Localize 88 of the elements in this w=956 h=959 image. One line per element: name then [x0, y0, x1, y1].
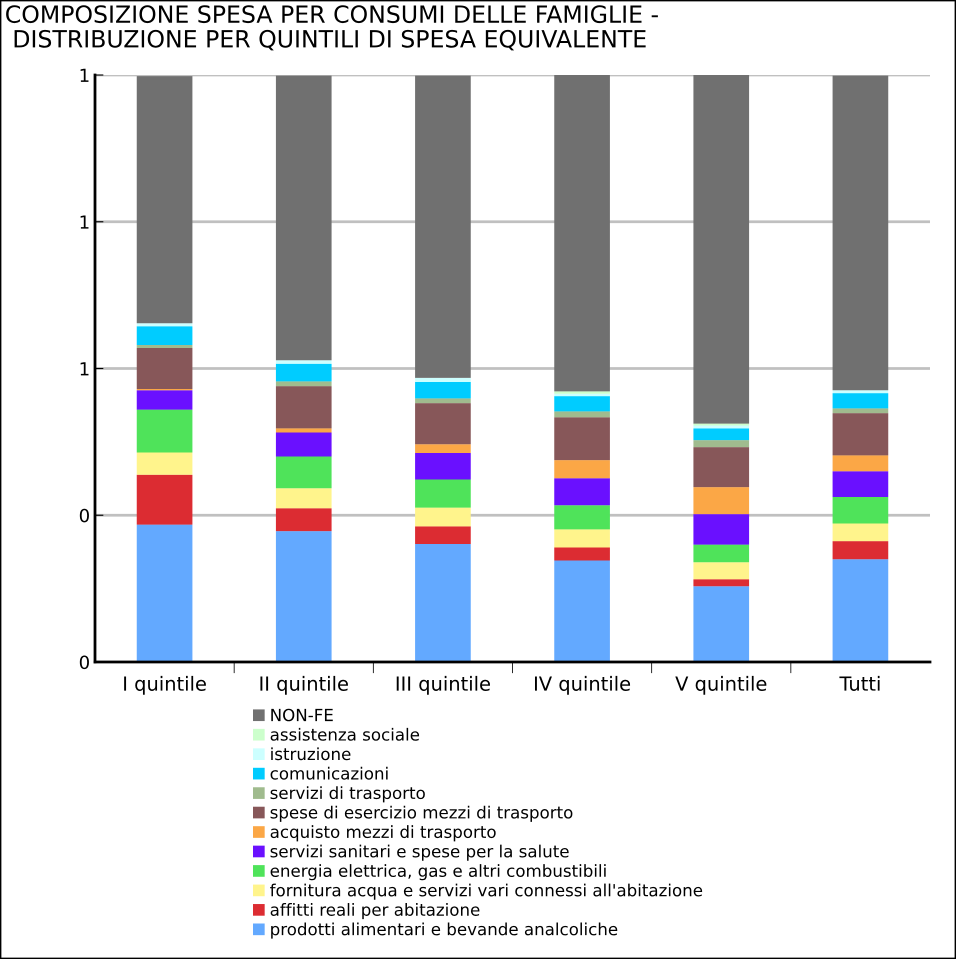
x-tick-label: IV quintile [534, 676, 630, 695]
legend-label: servizi di trasporto [270, 786, 425, 802]
bar [832, 413, 888, 456]
bar [276, 76, 332, 360]
bar [415, 453, 471, 480]
bar [276, 428, 332, 432]
bar [832, 559, 888, 662]
legend-label: servizi sanitari e spese per la salute [270, 844, 569, 861]
bar [554, 394, 610, 396]
bar [276, 360, 332, 364]
bar [415, 398, 471, 404]
legend-label: fornitura acqua e servizi vari connessi all'abitazione [270, 884, 702, 900]
bar [832, 76, 888, 390]
y-tick-label: 1 [80, 215, 88, 229]
bar [832, 408, 888, 414]
legend-label: spese di esercizio mezzi di trasporto [270, 806, 572, 822]
x-tick-label: I quintile [124, 676, 206, 695]
bar [693, 514, 750, 545]
bar [276, 364, 332, 382]
bar [554, 460, 610, 478]
bar [693, 487, 750, 514]
bar [693, 425, 750, 428]
bar [832, 541, 888, 560]
x-tick-label: Tutti [839, 676, 880, 691]
legend-label: NON-FE [271, 708, 333, 722]
legend-label: acquisto mezzi di trasporto [270, 825, 496, 842]
bar [415, 76, 471, 378]
bar [554, 529, 610, 548]
bar [554, 396, 610, 412]
bar [693, 562, 750, 580]
legend-label: energia elettrica, gas e altri combustibili [270, 864, 606, 880]
bar [415, 403, 471, 444]
x-tick-label: II quintile [260, 676, 348, 695]
bar [276, 432, 332, 457]
chart-title: COMPOSIZIONE SPESA PER CONSUMI DELLE FAMIGLIE - DISTRIBUZIONE PER QUINTILI DI SPESA EQUIVALENTE [6, 5, 658, 50]
bar [415, 382, 471, 398]
bar [693, 440, 750, 448]
bar [832, 455, 888, 472]
bar [276, 456, 332, 488]
bar [136, 345, 192, 348]
bar [136, 452, 192, 475]
bar [832, 390, 888, 394]
bar [554, 478, 610, 506]
bar [136, 474, 192, 525]
bar [276, 488, 332, 508]
bar [693, 447, 750, 488]
bar [554, 75, 610, 392]
bar [415, 444, 471, 454]
bar [693, 75, 750, 424]
bar [832, 471, 888, 498]
bar [136, 390, 192, 410]
bar [832, 523, 888, 542]
bar [832, 497, 888, 524]
bar [693, 579, 750, 586]
legend-label: assistenza sociale [270, 728, 420, 741]
y-tick-label: 1 [80, 362, 88, 376]
bar [276, 386, 332, 428]
bar [276, 381, 332, 386]
bar [136, 524, 192, 662]
bar [554, 548, 610, 560]
bar [276, 508, 332, 532]
bar [136, 326, 192, 346]
legend-label: prodotti alimentari e bevande analcoliche [271, 922, 618, 939]
bar [415, 544, 471, 662]
bar [693, 544, 750, 562]
legend-label: comunicazioni [270, 766, 388, 780]
y-tick-label: 0 [80, 655, 89, 670]
bar [693, 586, 750, 662]
bar [415, 378, 471, 382]
bar [136, 410, 192, 452]
y-tick-label: 0 [80, 508, 89, 522]
bar [415, 479, 471, 508]
bar [693, 428, 750, 440]
x-tick-label: III quintile [396, 676, 490, 695]
bar [554, 411, 610, 418]
x-tick-label: V quintile [675, 676, 766, 695]
legend-label: istruzione [271, 747, 350, 760]
bar [554, 417, 610, 460]
bar [276, 531, 332, 662]
bar [415, 526, 471, 544]
legend-label: affitti reali per abitazione [270, 903, 480, 920]
bar [554, 560, 610, 662]
y-tick-label: 1 [80, 68, 88, 82]
bar [136, 76, 192, 324]
bar [136, 348, 192, 390]
bar [832, 393, 888, 408]
bar [554, 505, 610, 530]
bar [415, 508, 471, 526]
